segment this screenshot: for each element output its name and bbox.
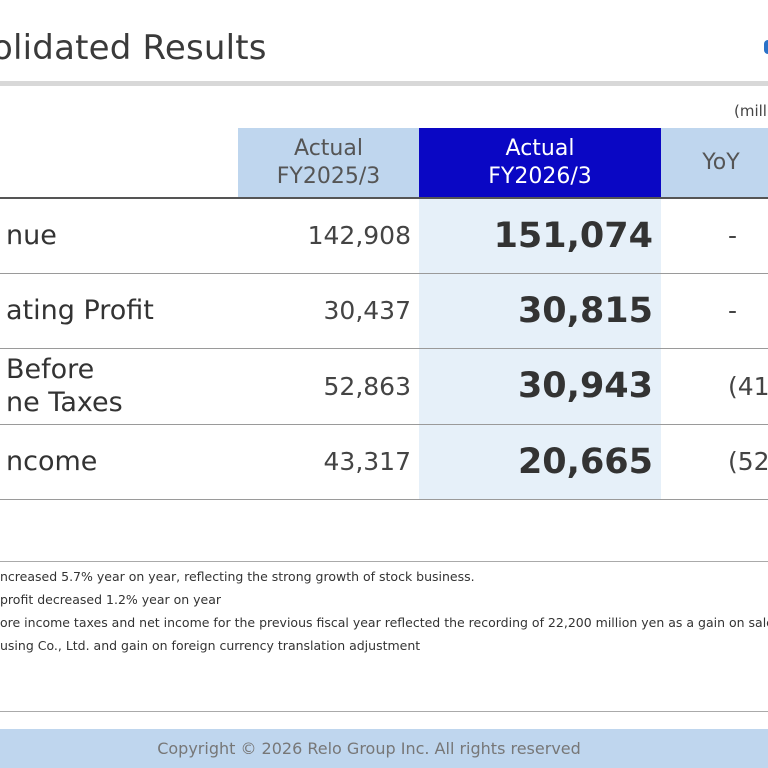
yoy-value: -	[728, 296, 738, 325]
page-title: olidated Results	[0, 28, 267, 68]
yoy-value: (41	[728, 371, 768, 401]
header-curr-line1: Actual	[505, 135, 575, 161]
header-prev-line2: FY2025/3	[276, 163, 381, 189]
table-row-net-income: ncome 43,317 20,665 (52	[0, 424, 768, 499]
prev-year-value: 52,863	[323, 371, 411, 401]
row-label: ating Profit	[6, 295, 154, 326]
title-divider	[0, 81, 768, 86]
yoy-value: -	[728, 221, 738, 250]
row-divider	[0, 348, 768, 349]
table-row-revenue: nue 142,908 151,074 -	[0, 198, 768, 273]
table-bottom-rule	[0, 499, 768, 500]
note-line: ore income taxes and net income for the …	[0, 615, 768, 630]
row-label: Before ne Taxes	[6, 354, 123, 418]
note-line: using Co., Ltd. and gain on foreign curr…	[0, 638, 421, 653]
table-row-profit-before-taxes: Before ne Taxes 52,863 30,943 (41	[0, 348, 768, 424]
row-divider	[0, 273, 768, 274]
yoy-value: (52	[728, 447, 768, 476]
copyright-text: Copyright © 2026 Relo Group Inc. All rig…	[157, 739, 581, 758]
table-row-operating-profit: ating Profit 30,437 30,815 -	[0, 273, 768, 348]
row-label: ncome	[6, 446, 98, 477]
header-yoy: YoY	[661, 128, 768, 197]
header-prev-year: Actual FY2025/3	[238, 128, 419, 197]
current-year-value: 30,943	[517, 366, 653, 406]
header-yoy-label: YoY	[702, 149, 740, 175]
unit-label: (mill	[734, 102, 767, 120]
footer-divider	[0, 711, 768, 712]
current-year-value: 151,074	[493, 215, 653, 256]
note-line: ncreased 5.7% year on year, reflecting t…	[0, 569, 475, 584]
row-label: nue	[6, 220, 57, 251]
prev-year-value: 43,317	[323, 447, 411, 476]
notes-section: ncreased 5.7% year on year, reflecting t…	[0, 569, 768, 661]
prev-year-value: 30,437	[323, 296, 411, 325]
note-line: profit decreased 1.2% year on year	[0, 592, 222, 607]
footer-bar: Copyright © 2026 Relo Group Inc. All rig…	[0, 729, 768, 768]
header-prev-line1: Actual	[294, 135, 363, 161]
header-current-year: Actual FY2026/3	[419, 128, 661, 197]
header-curr-line2: FY2026/3	[488, 163, 592, 189]
current-year-value: 20,665	[517, 441, 653, 482]
prev-year-value: 142,908	[307, 221, 411, 250]
notes-divider	[0, 561, 768, 562]
row-divider	[0, 424, 768, 425]
table-header-rule	[0, 197, 768, 199]
logo-mark	[764, 40, 768, 54]
current-year-value: 30,815	[517, 290, 653, 331]
